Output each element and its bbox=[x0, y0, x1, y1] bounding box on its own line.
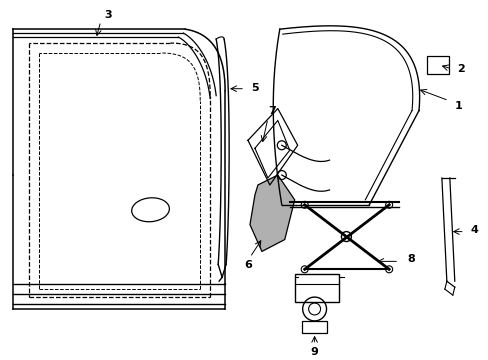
Text: 2: 2 bbox=[456, 64, 464, 74]
Circle shape bbox=[301, 201, 307, 208]
Text: 8: 8 bbox=[407, 255, 414, 264]
Text: 7: 7 bbox=[267, 105, 275, 116]
Circle shape bbox=[385, 266, 392, 273]
Circle shape bbox=[301, 266, 307, 273]
Polygon shape bbox=[249, 175, 294, 251]
Text: 5: 5 bbox=[251, 83, 258, 93]
Text: 1: 1 bbox=[454, 100, 462, 111]
Text: 9: 9 bbox=[310, 347, 318, 357]
Bar bbox=[426, 56, 448, 74]
Text: 4: 4 bbox=[470, 225, 478, 235]
Circle shape bbox=[385, 201, 392, 208]
Circle shape bbox=[341, 231, 351, 242]
Text: 6: 6 bbox=[244, 260, 251, 270]
Text: 3: 3 bbox=[104, 10, 111, 20]
